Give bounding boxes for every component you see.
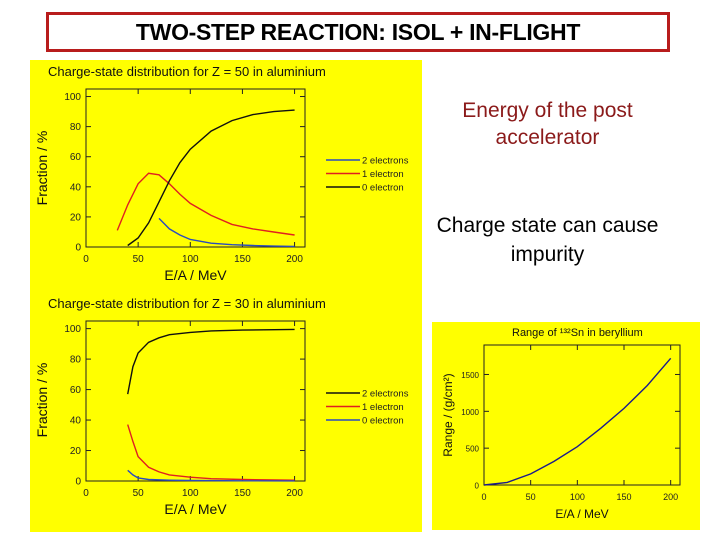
y-tick-label: 80 <box>70 122 82 133</box>
x-tick-label: 0 <box>83 488 89 499</box>
chart-panel-2 <box>432 322 700 530</box>
y-axis-label: Range / (g/cm²) <box>441 373 455 456</box>
y-tick-label: 1000 <box>461 408 479 417</box>
x-tick-label: 200 <box>286 254 303 265</box>
legend-label: 2 electrons <box>362 389 409 400</box>
x-tick-label: 150 <box>234 254 251 265</box>
slide-title: TWO-STEP REACTION: ISOL + IN-FLIGHT <box>135 19 581 45</box>
chart-panel-1 <box>30 292 422 532</box>
title-box: TWO-STEP REACTION: ISOL + IN-FLIGHT <box>46 12 670 52</box>
x-tick-label: 0 <box>83 254 89 265</box>
y-tick-label: 40 <box>70 416 82 427</box>
y-tick-label: 60 <box>70 385 82 396</box>
x-tick-label: 200 <box>286 488 303 499</box>
series-line-0-2 <box>127 109 295 247</box>
legend-label: 0 electron <box>362 416 404 427</box>
note-post-accelerator: Energy of the post accelerator <box>462 99 633 149</box>
y-tick-label: 40 <box>70 182 82 193</box>
y-tick-label: 20 <box>70 212 82 223</box>
chart-title: Charge-state distribution for Z = 50 in … <box>48 64 326 79</box>
y-tick-label: 80 <box>70 355 82 366</box>
series-line-1-2 <box>127 469 295 482</box>
x-tick-label: 100 <box>570 492 585 502</box>
y-tick-label: 100 <box>64 324 81 335</box>
y-tick-label: 0 <box>75 243 81 254</box>
chart-title: Charge-state distribution for Z = 30 in … <box>48 296 326 311</box>
plot-frame <box>85 88 306 248</box>
legend-label: 0 electron <box>362 183 404 194</box>
series-line-0-1 <box>116 172 295 236</box>
x-tick-label: 150 <box>234 488 251 499</box>
y-tick-label: 60 <box>70 152 82 163</box>
x-tick-label: 50 <box>133 488 145 499</box>
x-tick-label: 0 <box>481 492 486 502</box>
x-tick-label: 50 <box>526 492 536 502</box>
y-tick-label: 20 <box>70 446 82 457</box>
legend-label: 1 electron <box>362 402 404 413</box>
y-tick-label: 1500 <box>461 371 479 380</box>
series-line-1-1 <box>127 424 295 481</box>
x-tick-label: 100 <box>182 254 199 265</box>
legend-label: 1 electron <box>362 169 404 180</box>
plot-frame <box>483 344 681 486</box>
note-charge-state-impurity: Charge state can cause impurity <box>436 214 659 266</box>
y-tick-label: 0 <box>75 477 81 488</box>
chart-panel-0 <box>30 60 422 295</box>
chart-title: Range of ¹³²Sn in beryllium <box>512 327 643 339</box>
y-tick-label: 0 <box>475 482 480 491</box>
y-tick-label: 100 <box>64 92 81 103</box>
series-line-1-0 <box>127 328 295 395</box>
x-axis-label: E/A / MeV <box>164 501 227 517</box>
legend-label: 2 electrons <box>362 156 409 167</box>
x-axis-label: E/A / MeV <box>555 507 608 521</box>
y-axis-label: Fraction / % <box>34 363 50 438</box>
x-axis-label: E/A / MeV <box>164 267 227 283</box>
y-tick-label: 500 <box>466 445 480 454</box>
x-tick-label: 200 <box>663 492 678 502</box>
y-axis-label: Fraction / % <box>34 131 50 206</box>
x-tick-label: 150 <box>616 492 631 502</box>
series-line-2-0 <box>483 357 672 486</box>
x-tick-label: 50 <box>133 254 145 265</box>
series-line-0-0 <box>158 217 295 248</box>
x-tick-label: 100 <box>182 488 199 499</box>
